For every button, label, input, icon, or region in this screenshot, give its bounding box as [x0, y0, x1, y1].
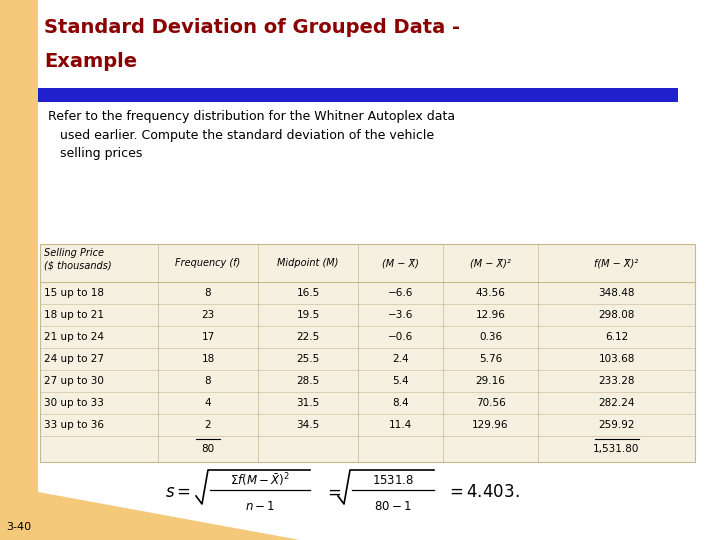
Text: 4: 4 — [204, 398, 211, 408]
Text: 282.24: 282.24 — [598, 398, 635, 408]
Text: 18 up to 21: 18 up to 21 — [44, 310, 104, 320]
Text: Frequency (f): Frequency (f) — [176, 258, 240, 268]
Text: 27 up to 30: 27 up to 30 — [44, 376, 104, 386]
Text: 25.5: 25.5 — [297, 354, 320, 364]
Text: $= 4.403.$: $= 4.403.$ — [446, 483, 520, 501]
Text: 6.12: 6.12 — [605, 332, 628, 342]
Text: 18: 18 — [202, 354, 215, 364]
Text: 30 up to 33: 30 up to 33 — [44, 398, 104, 408]
Text: 348.48: 348.48 — [598, 288, 635, 298]
Text: 70.56: 70.56 — [476, 398, 505, 408]
Text: −3.6: −3.6 — [388, 310, 413, 320]
Text: 31.5: 31.5 — [297, 398, 320, 408]
Text: Example: Example — [44, 52, 137, 71]
Text: 129.96: 129.96 — [472, 420, 509, 430]
Text: $80-1$: $80-1$ — [374, 500, 412, 512]
Text: (M − X̅)²: (M − X̅)² — [470, 258, 511, 268]
Text: 11.4: 11.4 — [389, 420, 412, 430]
Text: 22.5: 22.5 — [297, 332, 320, 342]
Text: $=$: $=$ — [324, 483, 341, 501]
Text: 3-40: 3-40 — [6, 522, 31, 532]
Text: 5.76: 5.76 — [479, 354, 502, 364]
Text: 298.08: 298.08 — [598, 310, 635, 320]
Text: 103.68: 103.68 — [598, 354, 635, 364]
Text: $s =$: $s =$ — [165, 483, 191, 501]
Text: Refer to the frequency distribution for the Whitner Autoplex data
   used earlie: Refer to the frequency distribution for … — [48, 110, 455, 160]
Text: 233.28: 233.28 — [598, 376, 635, 386]
Text: 19.5: 19.5 — [297, 310, 320, 320]
Text: 0.36: 0.36 — [479, 332, 502, 342]
Text: 8: 8 — [204, 288, 211, 298]
Bar — [38, 88, 678, 102]
Text: 12.96: 12.96 — [476, 310, 505, 320]
Bar — [40, 244, 695, 462]
Text: Midpoint (M): Midpoint (M) — [277, 258, 338, 268]
Text: 8.4: 8.4 — [392, 398, 409, 408]
Text: $n-1$: $n-1$ — [245, 500, 275, 512]
Text: 2.4: 2.4 — [392, 354, 409, 364]
Text: 21 up to 24: 21 up to 24 — [44, 332, 104, 342]
Text: 28.5: 28.5 — [297, 376, 320, 386]
Text: 29.16: 29.16 — [476, 376, 505, 386]
Text: 17: 17 — [202, 332, 215, 342]
Text: $\Sigma f(M-\bar{X})^2$: $\Sigma f(M-\bar{X})^2$ — [230, 471, 290, 489]
Text: −6.6: −6.6 — [388, 288, 413, 298]
Text: Selling Price: Selling Price — [44, 248, 104, 258]
Text: 15 up to 18: 15 up to 18 — [44, 288, 104, 298]
Text: 259.92: 259.92 — [598, 420, 635, 430]
Text: 1,531.80: 1,531.80 — [593, 444, 639, 454]
Text: −0.6: −0.6 — [388, 332, 413, 342]
Bar — [0, 0, 38, 540]
Text: Standard Deviation of Grouped Data -: Standard Deviation of Grouped Data - — [44, 18, 460, 37]
Text: 24 up to 27: 24 up to 27 — [44, 354, 104, 364]
Text: ($ thousands): ($ thousands) — [44, 260, 112, 270]
Text: 8: 8 — [204, 376, 211, 386]
Text: 80: 80 — [202, 444, 215, 454]
Text: 34.5: 34.5 — [297, 420, 320, 430]
Polygon shape — [0, 485, 300, 540]
Text: $1531.8$: $1531.8$ — [372, 474, 414, 487]
Text: 23: 23 — [202, 310, 215, 320]
Text: f(M − X̅)²: f(M − X̅)² — [595, 258, 639, 268]
Text: 33 up to 36: 33 up to 36 — [44, 420, 104, 430]
Text: 2: 2 — [204, 420, 211, 430]
Text: 43.56: 43.56 — [476, 288, 505, 298]
Text: (M − X̅): (M − X̅) — [382, 258, 419, 268]
Text: 16.5: 16.5 — [297, 288, 320, 298]
Text: 5.4: 5.4 — [392, 376, 409, 386]
